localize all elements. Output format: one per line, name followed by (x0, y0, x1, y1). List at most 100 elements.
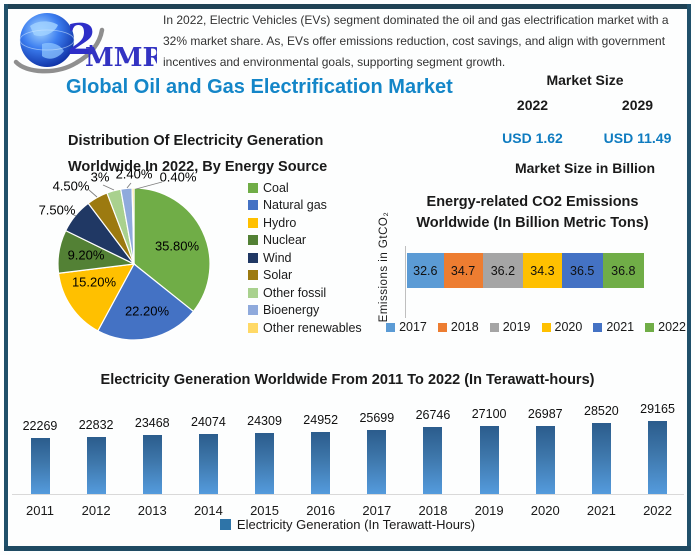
frame-left-border (4, 4, 8, 551)
co2-legend-item: 2022 (645, 320, 686, 334)
pie-legend-item: Solar (248, 267, 362, 285)
pie-legend-label: Other renewables (263, 320, 362, 335)
intro-note-line: incentives and environmental goals, supp… (163, 55, 506, 69)
pie-legend-label: Solar (263, 268, 293, 283)
pie-data-label: 0.40% (160, 169, 197, 184)
intro-note-line: 32% market share. As, EVs offer emission… (163, 34, 666, 48)
pie-legend-marker (248, 252, 258, 263)
market-size-year-2029: 2029 (621, 97, 654, 113)
globe-icon (20, 13, 74, 67)
co2-legend-marker (437, 322, 447, 332)
co2-legend-label: 2018 (450, 320, 479, 334)
generation-legend: Electricity Generation (In Terawatt-Hour… (0, 517, 695, 532)
generation-bar-2020 (535, 426, 555, 494)
logo-swoosh-two: 2 (67, 15, 96, 64)
pie-legend-label: Wind (263, 250, 292, 265)
pie-leader-line (102, 184, 115, 191)
co2-y-axis-label: Emissions in GtCO₂ (378, 211, 390, 323)
generation-year-label: 2021 (586, 503, 616, 518)
co2-segment-label: 36.2 (490, 263, 516, 278)
generation-value-label: 28520 (584, 403, 619, 418)
logo-swoosh-arc (13, 27, 105, 74)
pie-legend-marker (248, 182, 258, 193)
pie-leader-line (135, 181, 163, 190)
generation-bar-2013 (142, 435, 162, 494)
pie-slice-other-renewables (131, 187, 135, 265)
pie-legend-item: Other fossil (248, 284, 362, 302)
generation-year-label: 2014 (193, 503, 223, 518)
pie-data-label: 3% (91, 169, 110, 184)
generation-value-label: 24074 (191, 414, 226, 429)
generation-year-label: 2018 (418, 503, 448, 518)
generation-year-label: 2015 (250, 503, 279, 518)
pie-chart-title-line: Distribution Of Electricity Generation (68, 133, 324, 149)
co2-legend-label: 2019 (502, 320, 531, 334)
co2-legend-item: 2020 (541, 320, 582, 334)
pie-data-label: 15.20% (72, 274, 117, 289)
co2-segment-label: 34.7 (450, 263, 476, 278)
co2-segment-2017: 32.6 (407, 253, 444, 288)
pie-legend-item: Bioenergy (248, 302, 362, 320)
generation-bar-2014 (198, 433, 218, 494)
pie-leader-line (88, 189, 98, 198)
co2-segment-2022: 36.8 (602, 253, 644, 288)
pie-leader-line (71, 213, 77, 217)
pie-data-label: 4.50% (53, 178, 90, 193)
market-size-value-2029: USD 11.49 (603, 130, 672, 146)
generation-bar-2016 (311, 431, 331, 494)
pie-legend-label: Other fossil (263, 285, 327, 300)
pie-legend-marker (248, 200, 258, 211)
generation-legend-label: Electricity Generation (In Terawatt-Hour… (236, 517, 476, 532)
market-size-year-2022: 2022 (516, 97, 549, 113)
pie-leader-line (126, 182, 132, 189)
generation-year-label: 2012 (81, 503, 111, 518)
generation-value-label: 24952 (303, 412, 339, 427)
co2-segment-label: 32.6 (413, 263, 438, 278)
co2-legend-marker (645, 322, 655, 332)
generation-year-label: 2022 (643, 503, 672, 518)
pie-data-label: 2.40% (116, 166, 153, 181)
co2-segment-2020: 34.3 (523, 253, 562, 288)
generation-year-label: 2017 (362, 503, 392, 518)
logo-text: MMR (85, 43, 157, 73)
pie-legend: Coal Natural gas Hydro Nuclear Wind Solar Othe… (248, 179, 362, 337)
generation-value-label: 22269 (22, 419, 58, 434)
pie-legend-label: Nuclear (263, 233, 307, 248)
pie-legend-marker (248, 322, 258, 333)
co2-legend-item: 2018 (437, 320, 479, 334)
generation-chart-title: Electricity Generation Worldwide From 20… (100, 372, 595, 388)
generation-bar-2021 (591, 422, 611, 494)
pie-data-label: 22.20% (125, 303, 170, 318)
pie-chart: 35.80% 22.20% 15.20% 9.20% 7.50% 4.50%3% 2.40%… (39, 166, 211, 341)
pie-chart-title-line: Worldwide In 2022, By Energy Source (68, 159, 328, 175)
co2-legend-label: 2021 (606, 320, 635, 334)
generation-year-label: 2020 (530, 503, 560, 518)
generation-legend-marker (219, 519, 231, 530)
generation-year-label: 2019 (474, 503, 504, 518)
pie-legend-label: Hydro (263, 215, 297, 230)
co2-chart-title: Energy-related CO2 Emissions Worldwide (… (380, 192, 685, 234)
market-size-heading: Market Size (546, 72, 624, 88)
co2-legend: 2017 2018 2019 2020 2021 2022 (382, 320, 690, 334)
pie-legend-marker (248, 305, 258, 316)
generation-year-label: 2011 (26, 503, 54, 518)
co2-legend-marker (593, 322, 603, 332)
pie-legend-item: Nuclear (248, 232, 362, 250)
co2-legend-item: 2019 (489, 320, 531, 334)
page-title: Global Oil and Gas Electrification Marke… (66, 76, 453, 98)
pie-legend-item: Wind (248, 249, 362, 267)
generation-bar-2018 (423, 427, 443, 494)
market-size-values: USD 1.62 USD 11.49 (480, 130, 690, 146)
generation-value-label: 24309 (247, 414, 282, 429)
pie-legend-label: Natural gas (263, 198, 327, 213)
mmr-logo: 2 MMR (13, 13, 157, 74)
generation-bar-2019 (479, 426, 499, 494)
pie-legend-item: Natural gas (248, 197, 362, 215)
intro-note-line: In 2022, Electric Vehicles (EVs) segment… (163, 13, 669, 27)
frame-bottom-border (4, 546, 691, 551)
generation-bar-2017 (367, 429, 387, 494)
frame-top-bar (4, 4, 691, 9)
co2-segment-2018: 34.7 (443, 253, 483, 288)
generation-bar-2015 (255, 433, 275, 494)
